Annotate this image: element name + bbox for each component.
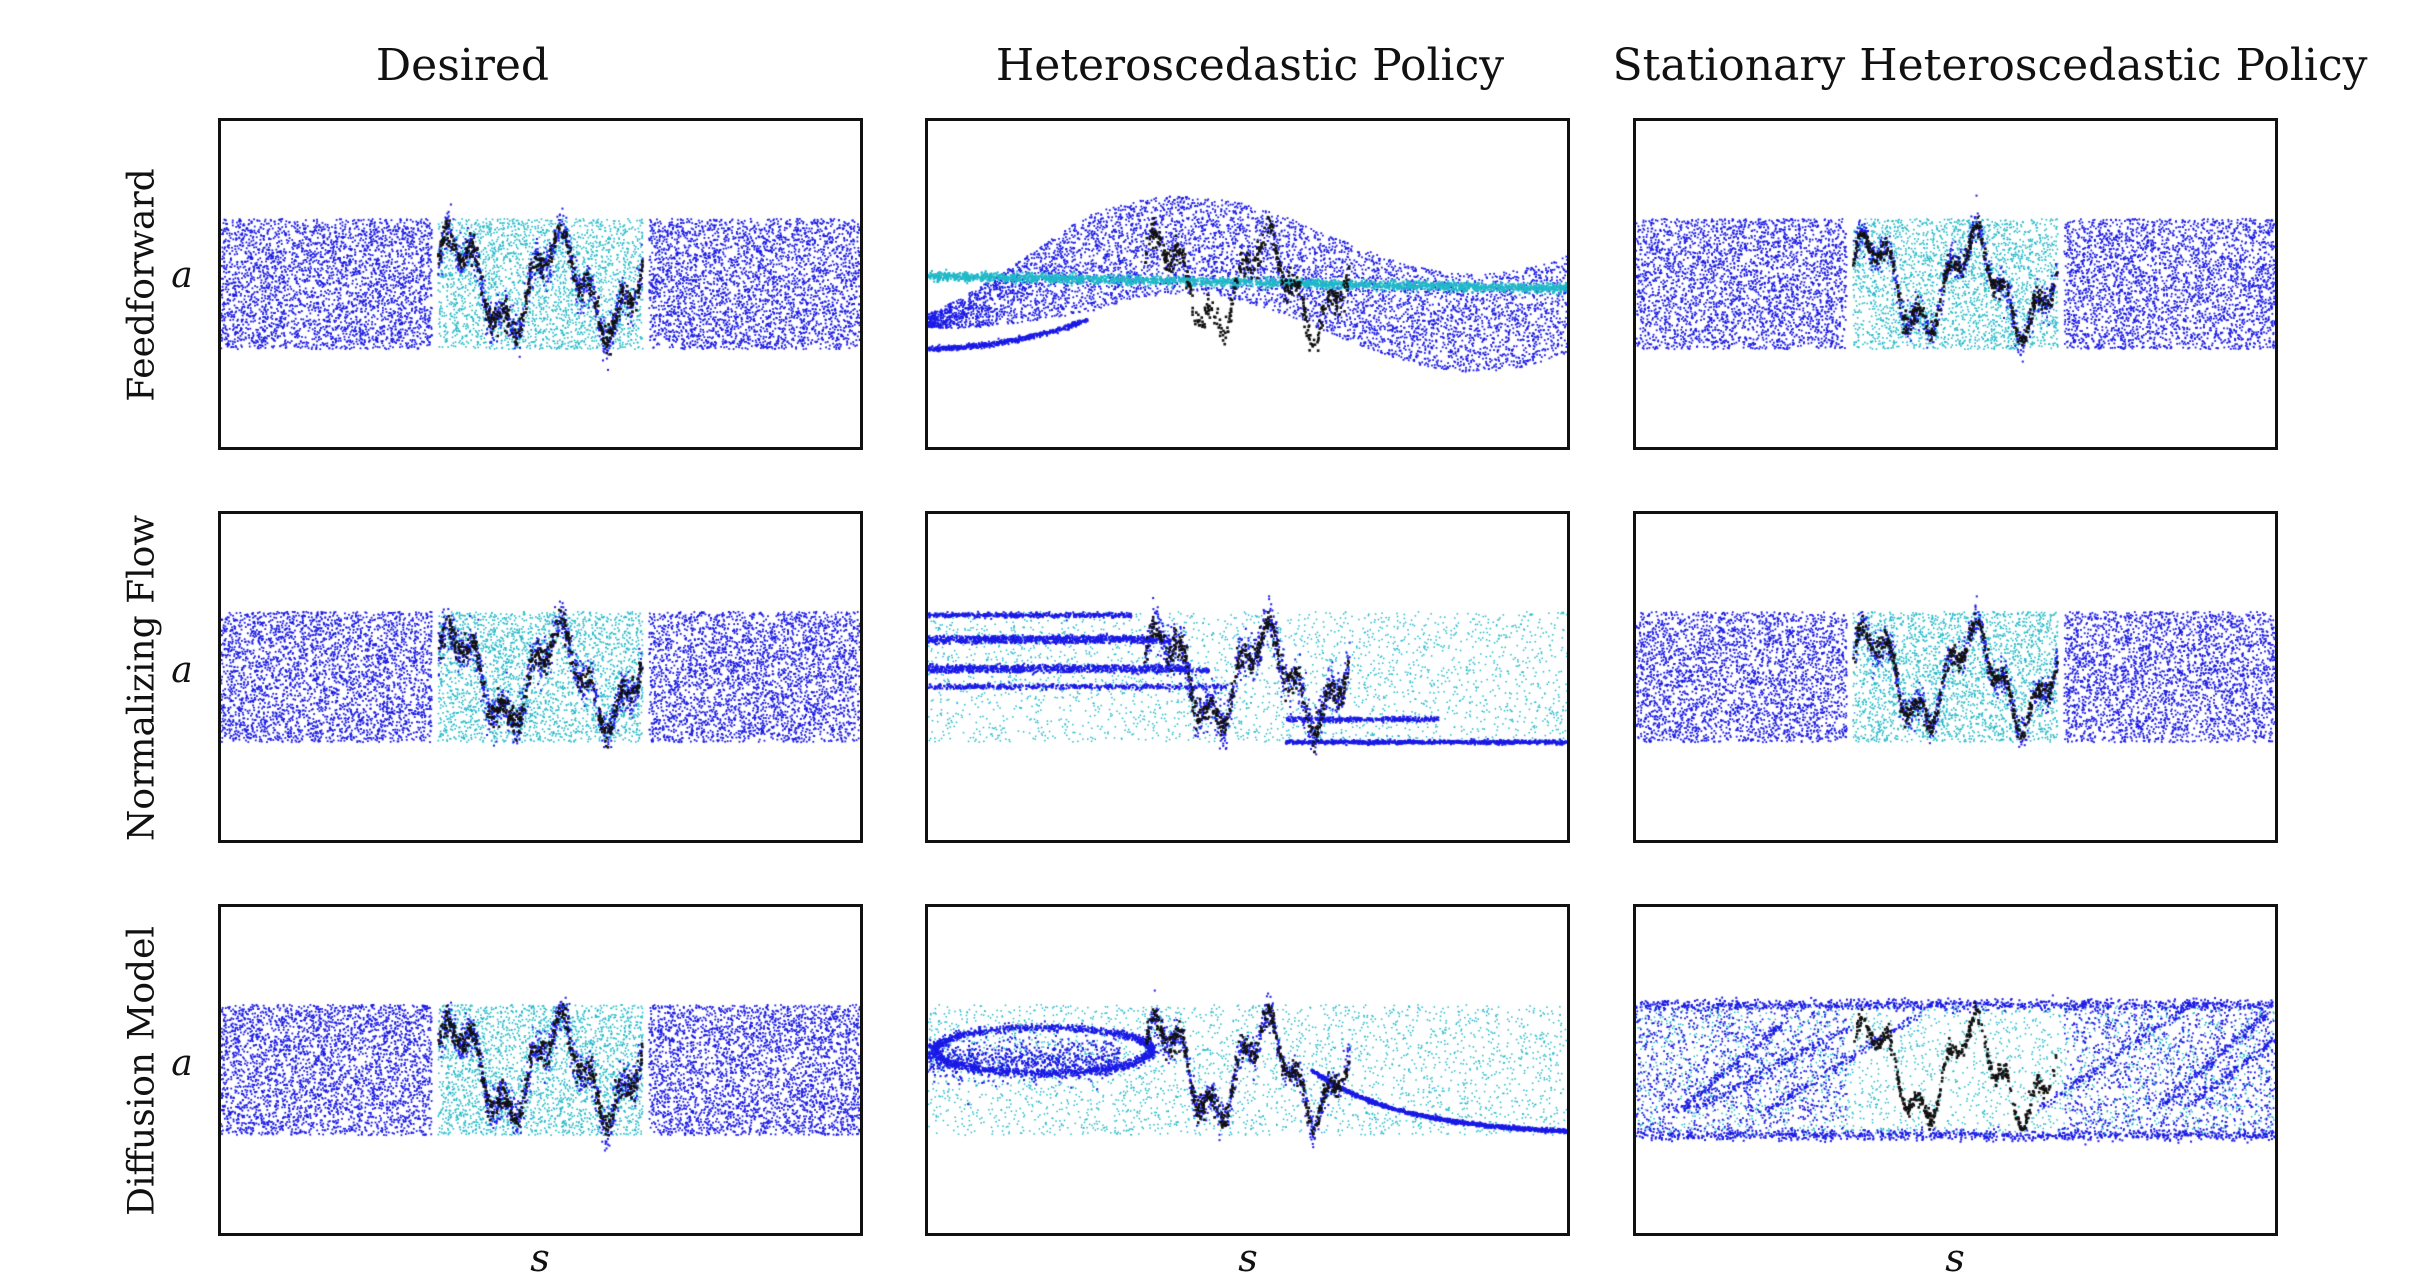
scatter-canvas-feedforward-stationary bbox=[1636, 121, 2275, 447]
x-axis-label-col2: s bbox=[1238, 1236, 1258, 1280]
panel-feedforward-desired bbox=[218, 118, 863, 450]
panel-feedforward-stationary bbox=[1633, 118, 2278, 450]
scatter-canvas-normalizing-flow-stationary bbox=[1636, 514, 2275, 840]
panel-diffusion-model-heteroscedastic bbox=[925, 904, 1570, 1236]
panel-normalizing-flow-stationary bbox=[1633, 511, 2278, 843]
column-title-stationary: Stationary Heteroscedastic Policy bbox=[1612, 40, 2368, 91]
x-axis-label-col3: s bbox=[1945, 1236, 1965, 1280]
scatter-canvas-feedforward-desired bbox=[221, 121, 860, 447]
panel-normalizing-flow-heteroscedastic bbox=[925, 511, 1570, 843]
panel-diffusion-model-stationary bbox=[1633, 904, 2278, 1236]
scatter-canvas-normalizing-flow-desired bbox=[221, 514, 860, 840]
scatter-canvas-diffusion-model-heteroscedastic bbox=[928, 907, 1567, 1233]
panel-diffusion-model-desired bbox=[218, 904, 863, 1236]
column-title-desired: Desired bbox=[375, 40, 550, 91]
scatter-canvas-diffusion-model-stationary bbox=[1636, 907, 2275, 1233]
row-label-diffusion-model-text: Diffusion Model bbox=[121, 926, 163, 1216]
scatter-canvas-normalizing-flow-heteroscedastic bbox=[928, 514, 1567, 840]
y-axis-label-row2: a bbox=[171, 650, 193, 691]
x-axis-label-col1: s bbox=[530, 1236, 550, 1280]
scatter-canvas-diffusion-model-desired bbox=[221, 907, 860, 1233]
panel-normalizing-flow-desired bbox=[218, 511, 863, 843]
row-label-feedforward-text: Feedforward bbox=[121, 168, 163, 402]
row-label-normalizing-flow-text: Normalizing Flow bbox=[121, 514, 163, 842]
scatter-canvas-feedforward-heteroscedastic bbox=[928, 121, 1567, 447]
y-axis-label-row1: a bbox=[171, 255, 193, 296]
panel-feedforward-heteroscedastic bbox=[925, 118, 1570, 450]
y-axis-label-row3: a bbox=[171, 1043, 193, 1084]
column-title-heteroscedastic: Heteroscedastic Policy bbox=[995, 40, 1505, 91]
